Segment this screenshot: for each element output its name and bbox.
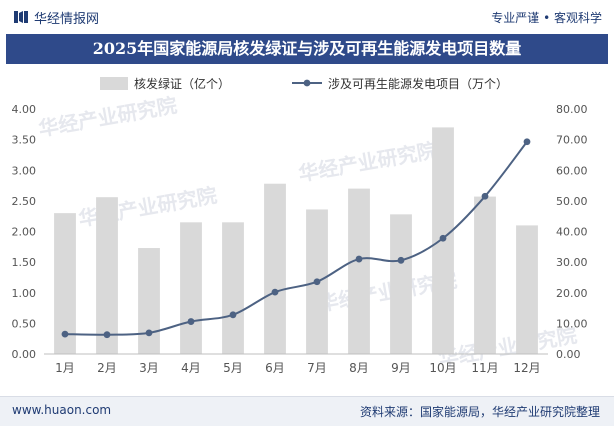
line-point	[313, 278, 321, 286]
legend-line-marker	[303, 79, 311, 87]
y-left-tick-label: 3.00	[12, 164, 37, 177]
x-tick-label: 1月	[55, 361, 75, 375]
line-point	[481, 192, 489, 200]
x-tick-label: 4月	[181, 361, 201, 375]
x-tick-label: 10月	[429, 361, 456, 375]
bar	[390, 214, 412, 354]
x-tick-label: 3月	[139, 361, 159, 375]
axes: 0.00 0.50 1.00 1.50 2.00 2.50 3.00 3.50 4.00 0.00…	[12, 103, 588, 375]
line-point	[103, 331, 111, 339]
y-left-tick-label: 2.50	[12, 195, 37, 208]
watermark-text: 华经产业研究院	[37, 93, 179, 141]
line-point	[61, 330, 69, 338]
legend-bar-swatch	[100, 77, 128, 90]
y-right-tick-label: 40.00	[556, 226, 588, 239]
line-point	[145, 329, 153, 337]
y-left-tick-label: 3.50	[12, 134, 37, 147]
y-right-tick-label: 80.00	[556, 103, 588, 116]
y-right-tick-label: 60.00	[556, 164, 588, 177]
x-tick-label: 5月	[223, 361, 243, 375]
x-tick-label: 11月	[471, 361, 498, 375]
bar	[96, 197, 118, 354]
line-point	[187, 318, 195, 325]
line-point	[439, 234, 447, 242]
data-source: 资料来源：国家能源局，华经产业研究院整理	[359, 405, 600, 419]
line-point	[229, 311, 237, 319]
y-right-tick-label: 20.00	[556, 287, 588, 300]
line-point	[355, 255, 363, 263]
bar	[348, 188, 370, 354]
bar	[516, 225, 538, 354]
line-point	[397, 256, 405, 264]
y-left-tick-label: 2.00	[12, 226, 37, 239]
y-right-tick-label: 0.00	[556, 348, 581, 361]
y-right-tick-label: 70.00	[556, 134, 588, 147]
x-tick-label: 7月	[307, 361, 327, 375]
site-url: www.huaon.com	[12, 403, 112, 417]
top-bar: 华经情报网 专业严谨 • 客观科学	[0, 0, 614, 34]
bar	[474, 196, 496, 354]
watermark-text: 华经产业研究院	[297, 138, 439, 186]
y-right-tick-label: 10.00	[556, 317, 588, 330]
x-tick-label: 2月	[97, 361, 117, 375]
bar	[180, 222, 202, 354]
logo-icon	[14, 11, 28, 23]
line-point	[271, 288, 279, 296]
series-line	[64, 141, 528, 336]
line-point	[523, 138, 531, 146]
y-left-tick-label: 1.00	[12, 287, 37, 300]
x-tick-label: 9月	[391, 361, 411, 375]
x-tick-label: 8月	[349, 361, 369, 375]
line-series	[61, 138, 531, 339]
legend: 核发绿证（亿个） 涉及可再生能源发电项目（万个）	[100, 76, 508, 91]
bar-series	[54, 127, 538, 354]
bar	[222, 222, 244, 354]
bar	[138, 248, 160, 354]
legend-bar-label: 核发绿证（亿个）	[134, 76, 230, 91]
y-left-tick-label: 4.00	[12, 103, 37, 116]
slogan: 专业严谨 • 客观科学	[491, 11, 602, 25]
footer: www.huaon.com 资料来源：国家能源局，华经产业研究院整理	[0, 396, 614, 426]
y-right-tick-label: 30.00	[556, 256, 588, 269]
y-right-tick-label: 50.00	[556, 195, 588, 208]
chart-title: 2025年国家能源局核发绿证与涉及可再生能源发电项目数量	[6, 34, 608, 64]
x-tick-label: 12月	[513, 361, 540, 375]
x-tick-label: 6月	[265, 361, 285, 375]
brand-name: 华经情报网	[34, 12, 100, 27]
legend-line-label: 涉及可再生能源发电项目（万个）	[328, 76, 508, 91]
bar	[264, 183, 286, 354]
y-left-tick-label: 0.00	[12, 348, 37, 361]
y-left-tick-label: 0.50	[12, 317, 37, 330]
y-left-tick-label: 1.50	[12, 256, 37, 269]
bar	[54, 213, 76, 354]
